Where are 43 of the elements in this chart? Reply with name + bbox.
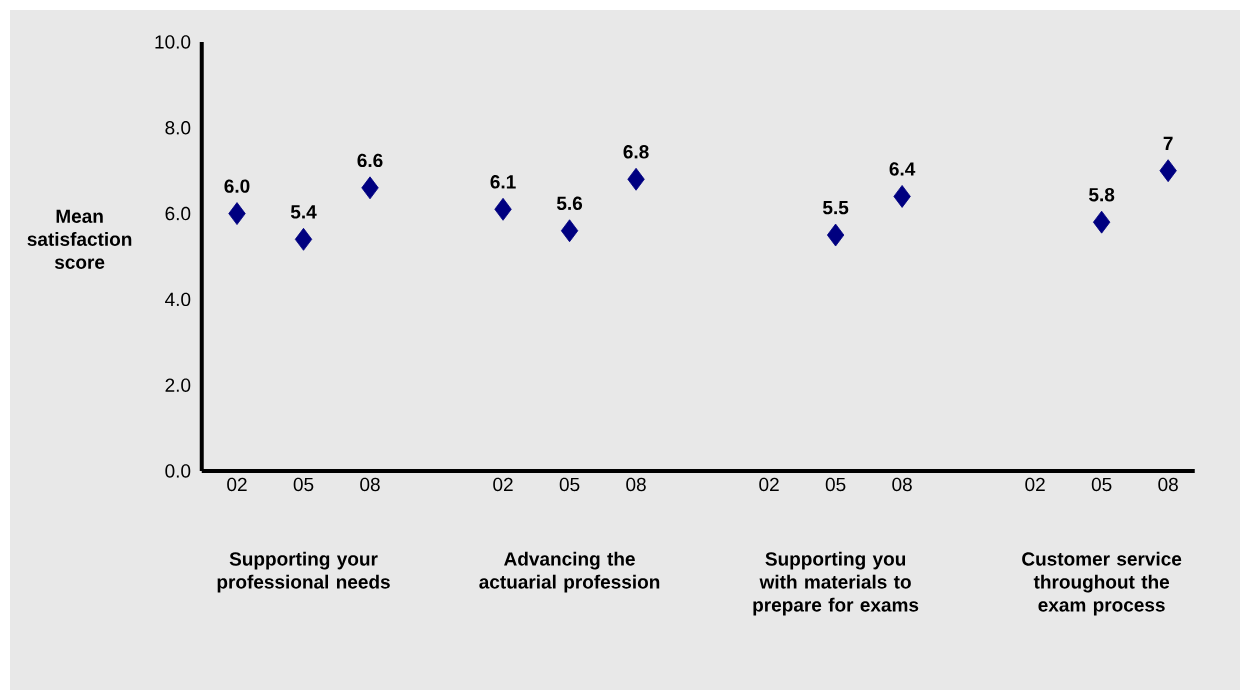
x-tick-label: 08	[892, 477, 912, 492]
data-label: 6.4	[889, 162, 916, 176]
point	[1092, 210, 1111, 234]
y-tick-label: 10.0	[155, 35, 191, 49]
x-tick-label: 02	[759, 477, 779, 492]
y-tick-label: 0.0	[165, 464, 191, 478]
text: Supporting your professional needs	[217, 551, 390, 593]
point	[560, 219, 579, 243]
text: Supporting you with materials to prepare for exams	[753, 551, 919, 616]
point	[494, 197, 512, 221]
x-tick-label: 05	[293, 477, 314, 492]
data-label: 6.0	[224, 179, 250, 193]
x-tick-label: 02	[1025, 477, 1045, 492]
x-tick-label: 05	[825, 477, 846, 492]
x-tick-label: 02	[493, 477, 513, 492]
point	[294, 227, 313, 251]
x-tick-label: 02	[227, 477, 247, 492]
data-label: 6.1	[490, 175, 516, 189]
point	[826, 223, 845, 247]
x-tick-label: 08	[360, 477, 380, 492]
x-tick-label: 05	[1091, 477, 1112, 492]
text: Customer service throughout the exam process	[1022, 551, 1182, 616]
text: Advancing the actuarial profession	[479, 551, 660, 593]
data-label: 5.8	[1089, 187, 1115, 202]
data-label: 5.4	[290, 205, 317, 219]
point	[893, 185, 911, 208]
y-tick-label: 4.0	[165, 292, 191, 307]
data-label: 5.6	[556, 196, 583, 211]
point	[361, 176, 379, 200]
y-tick-label: 8.0	[165, 121, 191, 135]
point	[228, 202, 246, 225]
data-label: 6.6	[357, 153, 383, 168]
data-label: 5.5	[822, 201, 849, 215]
y-tick-label: 2.0	[165, 378, 191, 392]
point	[1159, 159, 1177, 183]
data-label: 7	[1163, 136, 1173, 150]
x-tick-label: 08	[626, 477, 646, 492]
point	[627, 167, 645, 191]
y-axis-title: Mean satisfaction score	[27, 209, 132, 269]
y-tick-label: 6.0	[165, 206, 191, 221]
data-label: 6.8	[623, 145, 649, 159]
x-tick-label: 08	[1158, 477, 1178, 492]
x-tick-label: 05	[559, 477, 580, 492]
